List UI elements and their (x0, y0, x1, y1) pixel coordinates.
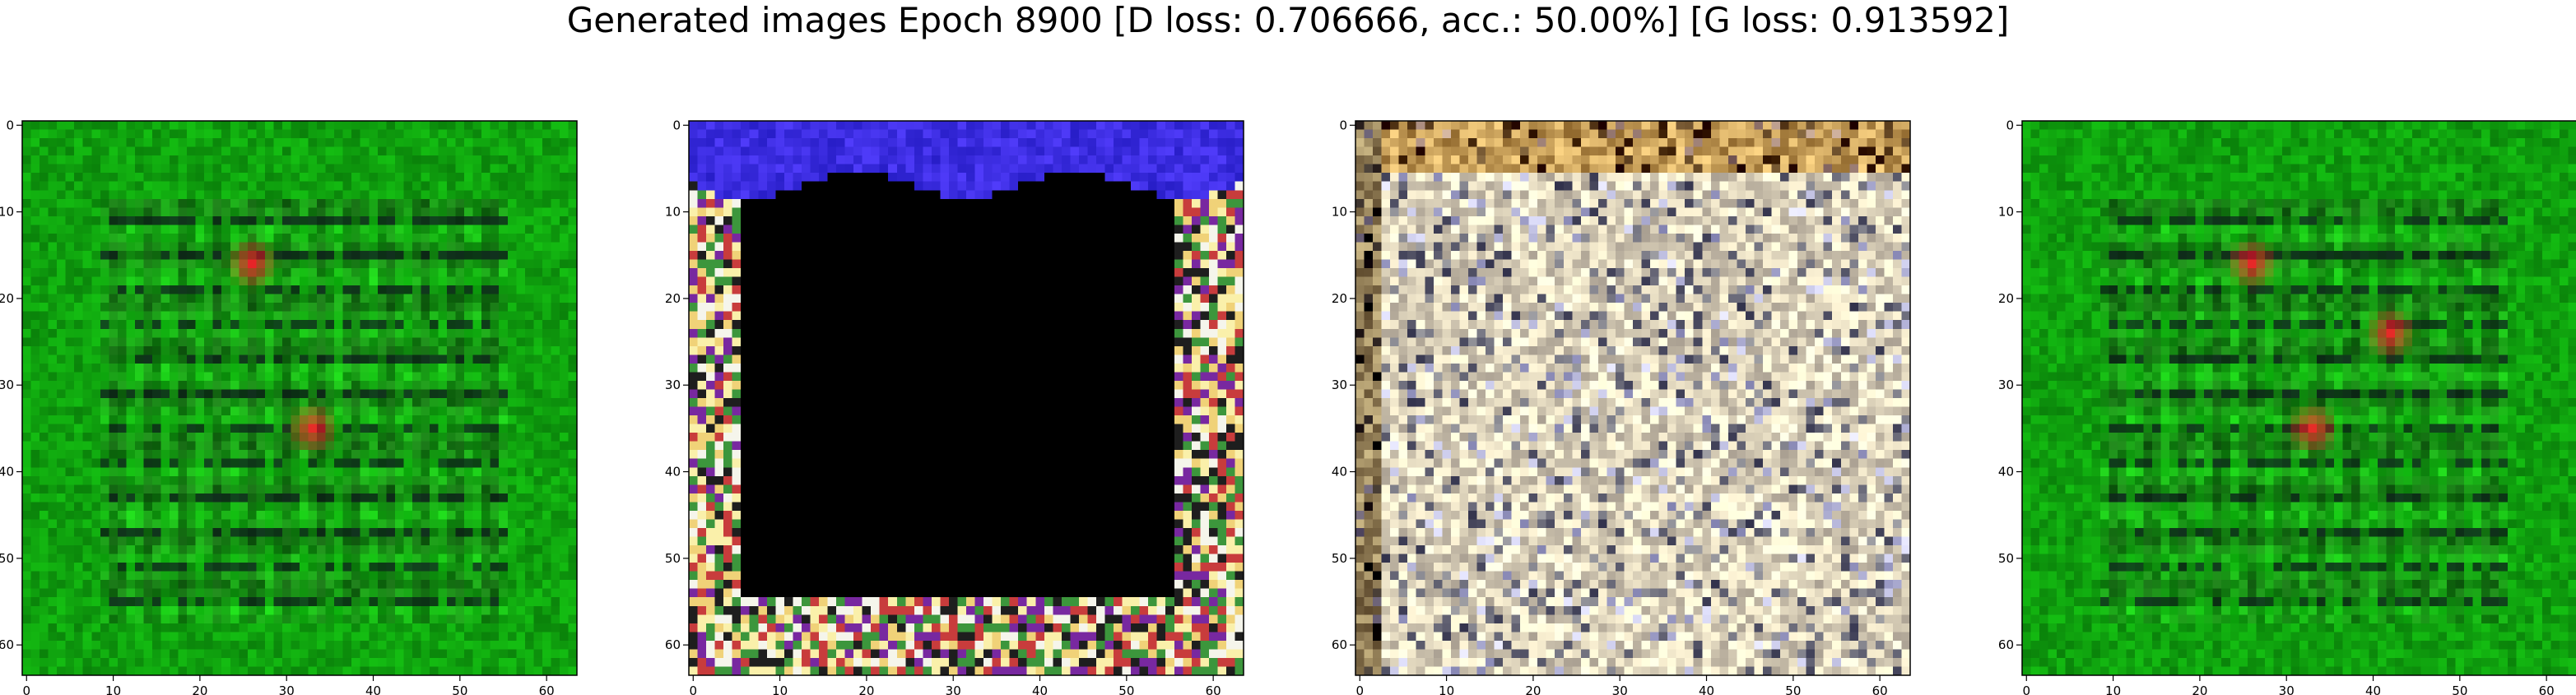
generated-image-3 (1355, 121, 1910, 675)
x-tick-label: 40 (2365, 683, 2381, 695)
x-tick-label: 10 (2105, 683, 2121, 695)
x-tick-label: 50 (452, 683, 467, 695)
y-tick-label: 30 (665, 378, 681, 392)
x-tick-label: 20 (1525, 683, 1541, 695)
axes-frame (2021, 120, 2576, 676)
y-tick-label: 50 (1332, 551, 1347, 566)
y-tick-label: 40 (665, 465, 681, 480)
image-panel-4: 0 10 20 30 40 50 60 0 10 20 30 40 50 60 (1998, 118, 2576, 695)
x-tick-label: 60 (1872, 683, 1888, 695)
y-tick-label: 60 (1998, 637, 2014, 652)
y-tick-label: 10 (1332, 205, 1347, 220)
x-tick-label: 60 (2539, 683, 2555, 695)
x-tick-label: 0 (1355, 683, 1364, 695)
x-tick-label: 50 (1785, 683, 1801, 695)
y-tick-label: 30 (0, 378, 14, 392)
x-tick-label: 20 (192, 683, 207, 695)
y-tick-label: 0 (2006, 118, 2014, 132)
y-tick-label: 0 (6, 118, 14, 132)
generated-image-4 (2022, 121, 2576, 675)
image-panel-2: 0 10 20 30 40 50 60 0 10 20 30 40 50 60 (665, 118, 1244, 695)
x-tick-label: 10 (772, 683, 788, 695)
y-tick-label: 10 (1998, 205, 2014, 220)
y-tick-label: 0 (1339, 118, 1347, 132)
y-tick-label: 40 (1332, 465, 1347, 480)
x-tick-label: 60 (1206, 683, 1221, 695)
generated-image-1 (22, 121, 577, 675)
y-tick-label: 10 (665, 205, 681, 220)
y-tick-label: 50 (665, 551, 681, 566)
x-tick-label: 40 (1032, 683, 1048, 695)
x-tick-label: 50 (2452, 683, 2467, 695)
y-tick-label: 20 (0, 291, 14, 306)
axes-frame (21, 120, 578, 676)
x-tick-label: 60 (539, 683, 555, 695)
figure-title: Generated images Epoch 8900 [D loss: 0.7… (566, 0, 2010, 40)
x-tick-label: 0 (22, 683, 30, 695)
x-tick-label: 40 (1699, 683, 1714, 695)
y-tick-label: 40 (0, 465, 14, 480)
x-tick-label: 50 (1118, 683, 1134, 695)
x-tick-label: 0 (2022, 683, 2030, 695)
image-panel-3: 0 10 20 30 40 50 60 0 10 20 30 40 50 60 (1332, 118, 1911, 695)
y-tick-label: 20 (1332, 291, 1347, 306)
axes-frame (1355, 120, 1911, 676)
y-tick-label: 20 (1998, 291, 2014, 306)
x-tick-label: 10 (1439, 683, 1454, 695)
x-tick-label: 40 (365, 683, 381, 695)
generated-image-2 (689, 121, 1244, 675)
y-tick-label: 50 (1998, 551, 2014, 566)
y-tick-label: 30 (1998, 378, 2014, 392)
x-tick-label: 30 (279, 683, 295, 695)
y-tick-label: 20 (665, 291, 681, 306)
x-tick-label: 20 (858, 683, 874, 695)
x-tick-label: 10 (105, 683, 121, 695)
y-tick-label: 30 (1332, 378, 1347, 392)
image-panel-1: 0 10 20 30 40 50 60 0 10 20 30 40 50 60 (0, 118, 578, 695)
y-tick-label: 60 (0, 637, 14, 652)
x-tick-label: 0 (689, 683, 697, 695)
y-tick-label: 40 (1998, 465, 2014, 480)
y-tick-label: 60 (1332, 637, 1347, 652)
y-tick-label: 60 (665, 637, 681, 652)
axes-frame (688, 120, 1244, 676)
x-tick-label: 20 (2192, 683, 2207, 695)
y-tick-label: 0 (672, 118, 681, 132)
x-tick-label: 30 (946, 683, 961, 695)
y-tick-label: 50 (0, 551, 14, 566)
x-tick-label: 30 (2279, 683, 2295, 695)
y-tick-label: 10 (0, 205, 14, 220)
x-tick-label: 30 (1612, 683, 1628, 695)
